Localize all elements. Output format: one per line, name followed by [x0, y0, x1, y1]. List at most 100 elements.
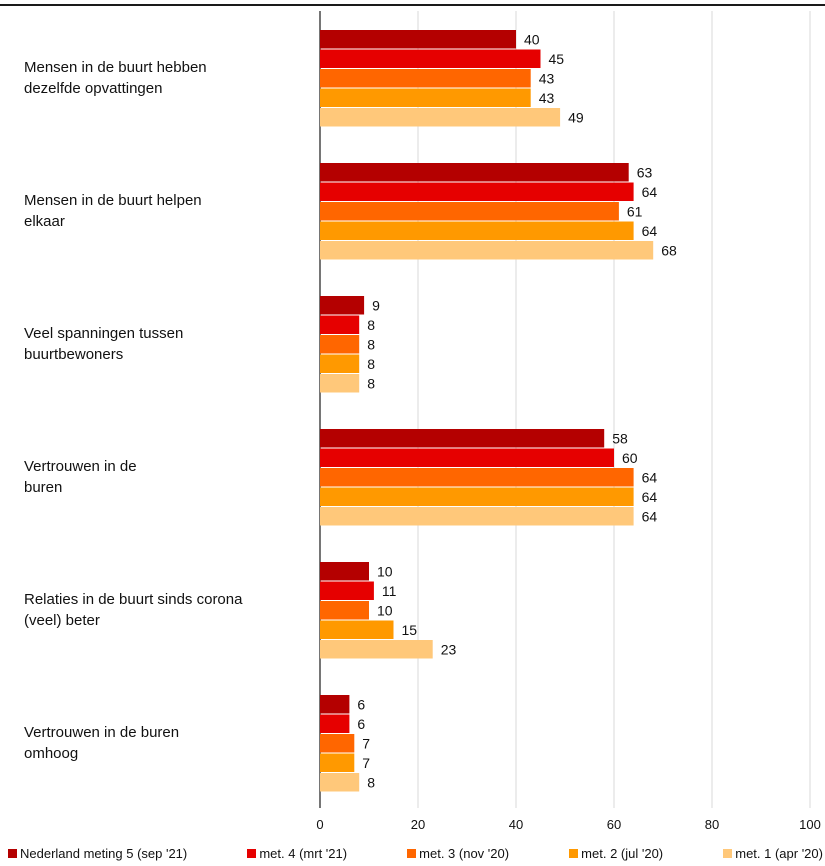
bar: [320, 221, 634, 240]
legend-item: met. 1 (apr '20): [723, 846, 823, 861]
category-label: Vertrouwen in de buren omhoog: [24, 722, 304, 764]
category-label: Vertrouwen in de buren: [24, 456, 304, 498]
bar: [320, 354, 360, 373]
x-tick-label: 80: [705, 817, 719, 832]
data-label: 60: [622, 450, 638, 466]
legend-item: met. 2 (jul '20): [569, 846, 663, 861]
bar: [320, 49, 541, 68]
bar: [320, 182, 634, 201]
bar: [320, 620, 394, 639]
category-label-line: buren: [24, 479, 63, 497]
bar: [320, 562, 369, 581]
legend-label: met. 4 (mrt '21): [259, 846, 348, 861]
bar: [320, 429, 605, 448]
bar: [320, 241, 654, 260]
data-label: 6: [357, 716, 365, 732]
bar: [320, 695, 350, 714]
data-label: 64: [642, 508, 658, 524]
data-label: 64: [642, 489, 658, 505]
legend-swatch: [407, 849, 417, 858]
category-label-line: buurtbewoners: [24, 346, 124, 364]
bars: [320, 30, 654, 792]
bar: [320, 734, 355, 753]
legend-label: met. 3 (nov '20): [419, 846, 510, 861]
category-label-line: dezelfde opvattingen: [24, 80, 163, 98]
data-label: 8: [367, 317, 375, 333]
data-label: 64: [642, 469, 658, 485]
category-label: Veel spanningen tussen buurtbewoners: [24, 323, 304, 365]
category-label-line: omhoog: [24, 745, 79, 763]
data-label: 64: [642, 223, 658, 239]
category-label-line: Mensen in de buurt hebben: [24, 59, 207, 77]
bar: [320, 448, 614, 467]
data-label: 68: [661, 242, 677, 258]
category-label: Mensen in de buurt helpen elkaar: [24, 190, 304, 232]
data-label: 45: [549, 51, 565, 67]
x-tick-label: 100: [799, 817, 821, 832]
bar: [320, 315, 360, 334]
data-label: 15: [402, 622, 418, 638]
legend-swatch: [247, 849, 257, 858]
data-label: 64: [642, 184, 658, 200]
category-label-line: Relaties in de buurt sinds corona: [24, 591, 243, 609]
bar: [320, 773, 360, 792]
legend-swatch: [569, 849, 579, 858]
data-label: 8: [367, 375, 375, 391]
x-axis-ticks: 0 20 40 60 80 100: [316, 817, 820, 832]
bar: [320, 108, 561, 127]
legend-item: met. 4 (mrt '21): [247, 846, 347, 861]
bar: [320, 640, 433, 659]
category-label-line: elkaar: [24, 213, 65, 231]
bar: [320, 69, 531, 88]
data-label: 8: [367, 774, 375, 790]
legend-label: met. 2 (jul '20): [581, 846, 664, 861]
legend-item: met. 3 (nov '20): [407, 846, 509, 861]
bar: [320, 601, 369, 620]
bar: [320, 296, 365, 315]
category-label-line: Vertrouwen in de buren: [24, 724, 180, 742]
data-label: 43: [539, 70, 555, 86]
bar: [320, 753, 355, 772]
data-label: 49: [568, 109, 584, 125]
data-label: 23: [441, 641, 457, 657]
legend-item: Nederland meting 5 (sep '21): [8, 846, 187, 861]
bar: [320, 507, 634, 526]
category-label: Mensen in de buurt hebben dezelfde opvatt…: [24, 57, 304, 99]
bar: [320, 202, 619, 221]
data-label: 8: [367, 356, 375, 372]
data-label: 10: [377, 563, 393, 579]
category-label-line: Veel spanningen tussen: [24, 325, 184, 343]
legend-label: met. 1 (apr '20): [735, 846, 823, 861]
data-label: 8: [367, 336, 375, 352]
bar: [320, 374, 360, 393]
legend-label: Nederland meting 5 (sep '21): [20, 846, 188, 861]
bar: [320, 468, 634, 487]
data-label: 43: [539, 90, 555, 106]
x-tick-label: 0: [316, 817, 323, 832]
data-label: 61: [627, 203, 643, 219]
data-label: 7: [362, 735, 370, 751]
bar: [320, 487, 634, 506]
grid-lines: [0, 4, 825, 808]
data-label: 6: [357, 696, 365, 712]
category-label-line: (veel) beter: [24, 612, 100, 630]
data-label: 10: [377, 602, 393, 618]
x-tick-label: 60: [607, 817, 621, 832]
data-label: 9: [372, 297, 380, 313]
bar: [320, 581, 374, 600]
bar: [320, 88, 531, 107]
data-label: 40: [524, 31, 540, 47]
data-label: 7: [362, 755, 370, 771]
legend-swatch: [723, 849, 733, 858]
data-label: 58: [612, 430, 628, 446]
data-labels: 4045434349636461646898888586064646410111…: [357, 31, 677, 790]
x-tick-label: 40: [509, 817, 523, 832]
x-tick-label: 20: [411, 817, 425, 832]
category-label-line: Vertrouwen in de: [24, 458, 137, 476]
bar: [320, 714, 350, 733]
bar: [320, 30, 516, 49]
category-label: Relaties in de buurt sinds corona (veel) …: [24, 589, 304, 631]
legend: Nederland meting 5 (sep '21) met. 4 (mrt …: [8, 846, 823, 861]
bar: [320, 163, 629, 182]
